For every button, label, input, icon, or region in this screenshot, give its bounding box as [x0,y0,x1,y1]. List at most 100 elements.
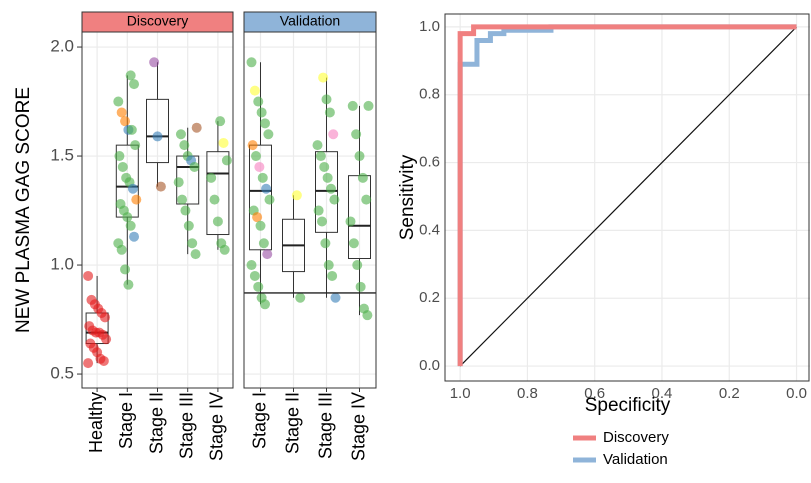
data-point [318,72,329,83]
data-point [324,107,335,118]
data-point [327,270,338,281]
x-tick-label: Stage III [176,392,196,459]
data-point [257,172,268,183]
y-tick-label: 0.5 [50,364,74,383]
data-point [212,216,223,227]
legend-label: Discovery [603,429,669,446]
data-point [120,116,131,127]
data-point [183,220,194,231]
y-tick-label: 0.4 [419,221,440,238]
panel-border [81,31,234,389]
x-tick-label: Stage III [315,392,335,459]
data-point [101,334,112,345]
data-point [256,107,267,118]
panel-border [444,13,810,382]
data-point [326,183,336,194]
box [206,151,230,236]
data-point [98,355,109,366]
data-point [295,292,306,303]
y-tick-label: 0.6 [419,154,440,171]
x-tick-label: 0.4 [652,385,673,402]
data-point [152,131,163,142]
x-tick-label: Stage IV [207,392,227,461]
data-point [345,216,356,227]
y-tick-label: 1.0 [419,18,440,35]
data-point [189,161,200,172]
data-point [190,249,201,260]
data-point [247,140,258,151]
x-tick-label: Stage II [146,392,166,454]
data-point [347,100,358,111]
data-point [319,161,330,172]
data-point [253,281,264,292]
y-tick-label: 2.0 [50,37,74,56]
data-point [363,100,374,111]
x-tick-label: Stage II [282,392,302,454]
roc-curve [457,24,797,367]
data-point [246,260,257,271]
data-point [317,216,327,227]
data-point [249,85,260,96]
y-tick-label: 1.5 [50,146,74,165]
data-point [99,312,110,323]
data-point [127,183,138,194]
data-point [291,190,302,201]
data-point [173,177,184,188]
data-point [215,116,226,127]
data-point [187,238,198,249]
data-point [261,183,272,194]
data-point [116,107,127,118]
data-point [320,238,331,249]
data-point [221,155,232,166]
x-tick-label: 1.0 [450,385,471,402]
x-tick-label: 0.6 [584,385,605,402]
data-point [262,249,273,260]
y-tick-label: 0.0 [419,357,440,374]
data-point [264,194,275,205]
data-point [113,96,124,107]
data-point [313,205,324,216]
data-point [258,238,269,249]
box [146,98,169,164]
data-point [130,140,141,151]
data-point [354,151,365,162]
data-point [357,172,368,183]
x-tick-label: 0.2 [719,385,740,402]
data-point [351,129,362,140]
box [315,151,338,233]
data-point [116,244,127,255]
data-point [362,310,373,321]
data-point [209,194,220,205]
data-point [330,292,341,303]
data-point [361,194,372,205]
diagonal [459,26,797,367]
data-point [255,220,266,231]
x-tick-label: Healthy [86,392,106,453]
data-point [329,194,340,205]
x-tick-label: 0.8 [517,385,538,402]
y-tick-label: 0.2 [419,289,440,306]
data-point [180,205,191,216]
data-point [123,279,134,290]
data-point [131,194,142,205]
data-point [218,137,229,148]
data-point [125,70,136,81]
data-point [179,140,190,151]
data-point [129,231,140,242]
data-point [126,124,137,135]
data-point [263,129,274,140]
panel-border [243,31,377,389]
data-point [83,358,94,369]
x-tick-label: Stage I [116,392,136,449]
y-axis-title: Sensitivity [397,154,418,240]
data-point [315,151,326,162]
data-point [129,79,140,90]
data-point [322,172,333,183]
y-axis-title: NEW PLASMA GAG SCORE [13,87,34,333]
data-point [155,181,166,192]
data-point [149,57,160,68]
x-tick-label: Stage IV [348,392,368,461]
data-point [175,129,186,140]
data-point [328,129,339,140]
